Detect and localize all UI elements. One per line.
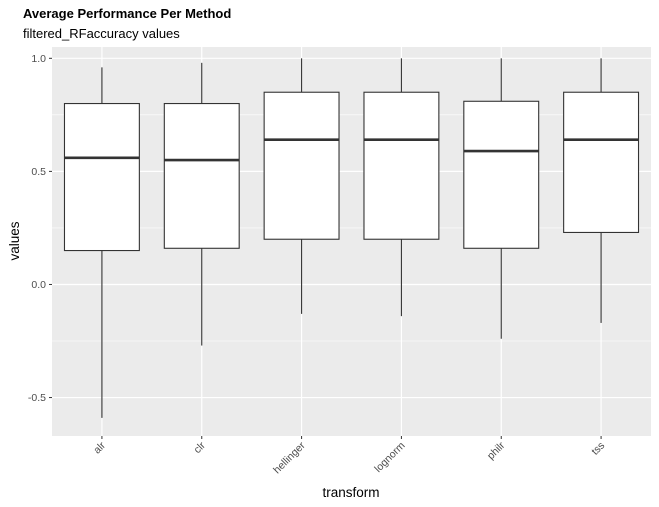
x-tick-label: tss xyxy=(589,440,607,458)
x-axis: alr clr hellinger lognorm philr tss xyxy=(91,436,607,476)
boxplot-philr xyxy=(463,58,540,339)
x-axis-title: transform xyxy=(322,485,379,500)
minor-gridlines xyxy=(52,114,651,342)
y-tick-label: 1.0 xyxy=(31,53,46,65)
box-iqr xyxy=(163,102,240,249)
boxplot-hellinger xyxy=(263,58,340,314)
boxplot-clr xyxy=(163,62,240,346)
box-iqr xyxy=(63,102,140,252)
x-tick-label: hellinger xyxy=(271,439,308,476)
chart-title: Average Performance Per Method xyxy=(23,6,231,21)
chart-subtitle: filtered_RFaccuracy values xyxy=(23,26,180,41)
box-iqr xyxy=(563,91,640,234)
y-tick-label: -0.5 xyxy=(28,392,46,404)
x-tick-label: clr xyxy=(192,439,209,456)
box-iqr xyxy=(263,91,340,240)
plot-panel xyxy=(52,47,651,436)
y-axis: -0.5 0.0 0.5 1.0 xyxy=(28,53,52,404)
boxplots xyxy=(63,58,640,418)
box-iqr xyxy=(363,91,440,240)
boxplot-lognorm xyxy=(363,58,440,317)
y-tick-label: 0.0 xyxy=(31,279,46,291)
x-tick-label: philr xyxy=(485,439,508,462)
y-axis-title: values xyxy=(7,221,22,260)
box-iqr xyxy=(463,100,540,249)
y-tick-label: 0.5 xyxy=(31,166,46,178)
x-tick-label: lognorm xyxy=(372,439,407,474)
boxplot-alr xyxy=(63,67,140,418)
boxplot-tss xyxy=(563,58,640,323)
x-tick-label: alr xyxy=(91,439,108,456)
